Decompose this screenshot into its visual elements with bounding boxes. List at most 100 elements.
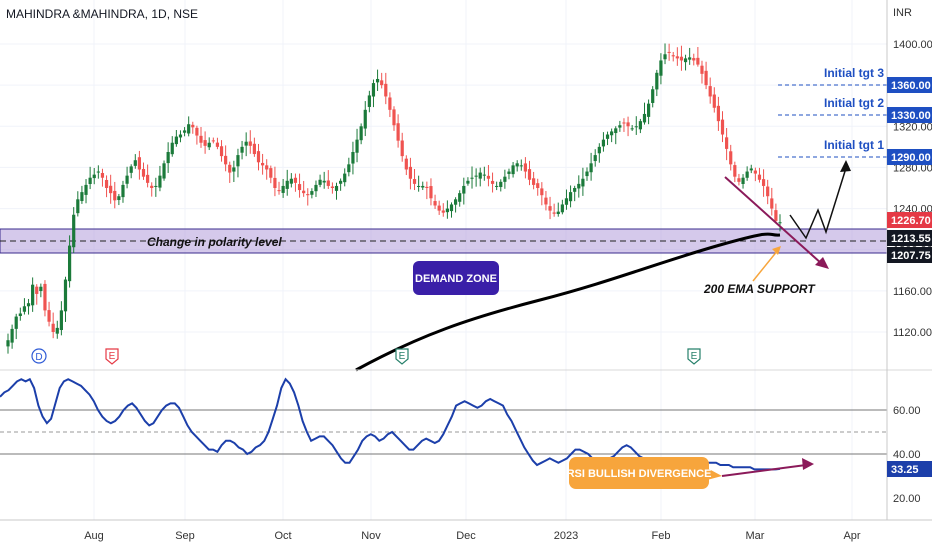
candle-body <box>614 128 618 134</box>
rsi-tick-label: 20.00 <box>893 493 921 505</box>
candle-body <box>581 178 585 187</box>
candle-body <box>117 196 121 201</box>
candle-body <box>121 184 125 198</box>
candle-body <box>371 83 376 97</box>
candle-body <box>265 165 269 170</box>
candle-body <box>429 186 433 199</box>
target-label-3: Initial tgt 3 <box>824 66 884 80</box>
candles <box>6 43 782 354</box>
time-axis: Aug Sep Oct Nov Dec 2023 Feb Mar Apr <box>84 530 861 542</box>
candle-body <box>486 175 491 179</box>
earnings-marker-icon[interactable]: E <box>395 348 409 365</box>
earnings-marker-icon[interactable]: E <box>105 348 119 365</box>
candle-body <box>642 113 647 123</box>
candle-body <box>392 109 396 126</box>
rsi-divergence-arrowhead <box>802 458 814 470</box>
candle-body <box>166 152 170 164</box>
time-tick-label: Feb <box>652 530 671 542</box>
time-tick-label: Nov <box>361 530 381 542</box>
price-tick-label: 1280.00 <box>893 162 932 174</box>
candle-body <box>252 143 256 155</box>
dividend-marker-icon[interactable]: D <box>31 348 47 364</box>
candle-body <box>458 193 462 202</box>
candle-body <box>232 167 236 172</box>
candle-body <box>417 185 421 187</box>
candle-body <box>80 192 84 202</box>
candle-body <box>778 222 782 224</box>
candle-body <box>215 142 220 147</box>
candle-body <box>671 55 675 57</box>
rsi-line <box>0 377 781 471</box>
candle-body <box>137 157 142 170</box>
candle-body <box>273 177 277 188</box>
candle-body <box>339 180 343 184</box>
candle-body <box>540 188 544 196</box>
candle-body <box>692 58 696 61</box>
candle-body <box>655 72 659 90</box>
earnings-marker-icon[interactable]: E <box>687 348 701 365</box>
candle-body <box>626 122 630 127</box>
candle-body <box>589 163 593 173</box>
candle-body <box>729 151 733 165</box>
candle-body <box>154 185 158 187</box>
candle-body <box>445 208 449 213</box>
candle-body <box>519 165 523 167</box>
projection-arrow <box>789 167 847 240</box>
currency-label: INR <box>893 7 912 19</box>
time-tick-label: Dec <box>456 530 476 542</box>
candle-body <box>219 146 224 157</box>
candle-body <box>244 141 248 146</box>
candle-body <box>55 327 59 334</box>
candle-body <box>367 95 371 107</box>
candle-body <box>634 126 638 128</box>
candle-body <box>302 190 306 194</box>
candle-body <box>556 211 560 215</box>
candle-body <box>433 201 437 206</box>
candle-body <box>10 328 14 343</box>
price-label-box <box>887 247 932 263</box>
candle-body <box>72 214 76 248</box>
candle-body <box>277 190 281 192</box>
candle-body <box>129 166 133 173</box>
candle-body <box>478 172 482 179</box>
candle-body <box>310 191 314 195</box>
candle-body <box>141 168 146 177</box>
candle-body <box>651 89 655 103</box>
candle-body <box>6 340 10 347</box>
candle-body <box>191 124 195 128</box>
candle-body <box>749 168 753 171</box>
candle-body <box>421 185 425 188</box>
candle-body <box>741 177 745 184</box>
candle-body <box>470 177 474 179</box>
candle-body <box>113 190 117 201</box>
candle-body <box>318 179 322 185</box>
rsi-divergence-badge <box>569 457 709 489</box>
price-label-value: 1330.00 <box>891 110 931 122</box>
candle-body <box>195 127 199 136</box>
candle-body <box>745 171 749 178</box>
candle-body <box>281 185 285 193</box>
candle-body <box>256 151 261 163</box>
candle-body <box>63 279 68 312</box>
candle-body <box>133 160 137 166</box>
candle-body <box>544 197 548 205</box>
candle-body <box>659 60 663 76</box>
candle-body <box>683 58 688 63</box>
candle-body <box>560 204 564 213</box>
price-label-value: 1360.00 <box>891 80 931 92</box>
candle-body <box>39 286 43 292</box>
candle-body <box>314 184 318 192</box>
candle-body <box>359 126 363 141</box>
svg-text:D: D <box>35 352 42 363</box>
candle-body <box>35 286 39 294</box>
candle-body <box>568 192 573 202</box>
rsi-divergence-arrow <box>721 464 807 477</box>
ema-pointer-arrow <box>752 249 779 282</box>
candle-body <box>306 194 310 196</box>
candle-body <box>449 204 454 212</box>
candle-body <box>326 180 330 186</box>
candle-body <box>22 306 27 312</box>
candle-body <box>733 165 737 177</box>
candle-body <box>495 185 499 187</box>
bearish-divergence-arrow <box>724 176 823 265</box>
